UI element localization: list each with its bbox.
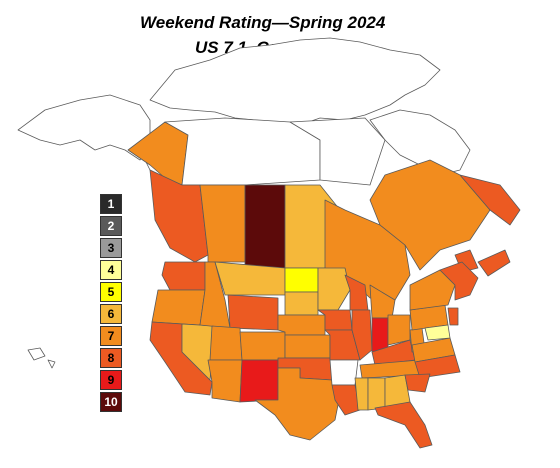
louisiana: [331, 384, 361, 416]
oregon: [151, 289, 206, 326]
arctic-islands: [149, 37, 441, 126]
legend-swatch: 4: [100, 260, 122, 280]
british-columbia: [149, 169, 209, 263]
newfoundland-labrador: [459, 174, 521, 226]
legend-swatch: 8: [100, 348, 122, 368]
minnesota: [317, 267, 351, 311]
legend-label: 8: [107, 351, 115, 365]
legend-swatch: 6: [100, 304, 122, 324]
legend-label: 4: [107, 263, 115, 277]
texas: [254, 367, 341, 441]
baffin-island: [369, 109, 471, 176]
legend-label: 5: [107, 285, 115, 299]
legend-label: 3: [107, 241, 115, 255]
new-york: [409, 269, 456, 311]
new-mexico: [239, 359, 279, 403]
illinois: [351, 309, 373, 361]
arkansas: [329, 359, 359, 386]
utah: [209, 325, 243, 361]
hawaii: [27, 347, 56, 369]
legend-swatch: 9: [100, 370, 122, 390]
nunavut: [289, 117, 386, 186]
colorado: [239, 331, 286, 361]
legend-label: 9: [107, 373, 115, 387]
legend-swatch: 5: [100, 282, 122, 302]
legend-label: 7: [107, 329, 115, 343]
indiana: [371, 317, 389, 353]
south-carolina: [404, 373, 431, 393]
north-carolina: [414, 354, 461, 379]
ohio: [387, 314, 411, 346]
northwest-territories: [164, 117, 321, 186]
maryland: [424, 324, 451, 341]
legend-label: 6: [107, 307, 115, 321]
legend-label: 1: [107, 197, 115, 211]
rating-legend: 1 2 3 4 5 6 7 8 9 10: [100, 194, 124, 414]
alaska: [17, 94, 151, 161]
legend-label: 10: [104, 395, 118, 409]
legend-swatch: 2: [100, 216, 122, 236]
alberta: [199, 184, 246, 263]
nebraska: [277, 314, 326, 336]
legend-swatch: 1: [100, 194, 122, 214]
legend-swatch: 10: [100, 392, 122, 412]
north-dakota: [284, 267, 319, 293]
south-dakota: [284, 291, 319, 316]
legend-swatch: 3: [100, 238, 122, 258]
washington: [161, 261, 206, 291]
alabama: [367, 377, 386, 411]
montana: [214, 261, 286, 296]
arizona: [207, 359, 243, 403]
new-jersey: [447, 307, 459, 326]
legend-swatch: 7: [100, 326, 122, 346]
saskatchewan: [244, 184, 286, 269]
nova-scotia: [477, 249, 511, 277]
wyoming: [227, 294, 279, 331]
title-line-1: Weekend Rating—Spring 2024: [140, 13, 386, 32]
legend-label: 2: [107, 219, 115, 233]
new-england: [439, 261, 479, 301]
florida: [374, 401, 433, 449]
kansas: [284, 334, 331, 359]
quebec: [369, 159, 491, 271]
